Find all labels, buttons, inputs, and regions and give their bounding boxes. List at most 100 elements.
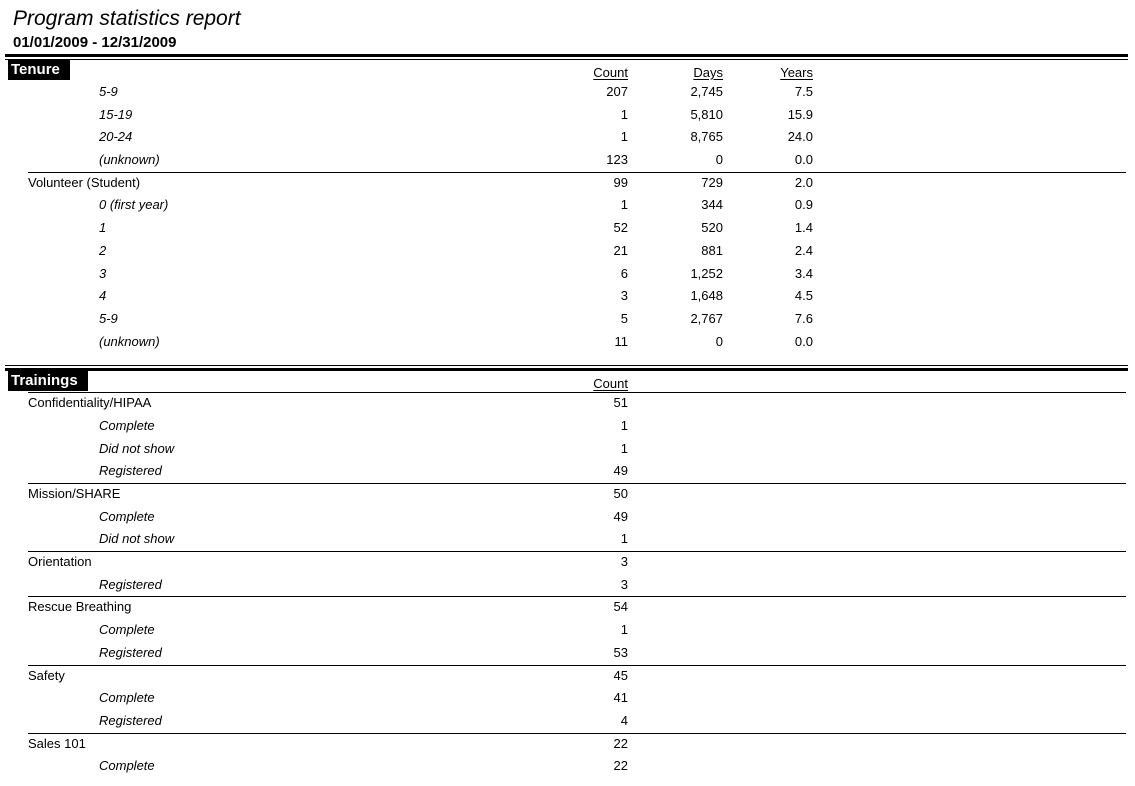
row-label: 5-9 bbox=[99, 310, 118, 326]
row-label: Did not show bbox=[99, 440, 175, 456]
row-value: 52 bbox=[613, 220, 628, 236]
row-value: 0.0 bbox=[794, 333, 813, 349]
row-value: 3.4 bbox=[794, 265, 813, 281]
section-body: Confidentiality/HIPAA 51 Complete 1 Did not … bbox=[0, 392, 1135, 778]
table-row: Complete 49 bbox=[0, 506, 1135, 529]
row-label: Registered bbox=[99, 644, 162, 660]
table-row: Registered 53 bbox=[0, 642, 1135, 665]
row-value: 99 bbox=[613, 174, 628, 190]
table-row: Registered 4 bbox=[0, 710, 1135, 733]
row-value: 1 bbox=[620, 106, 628, 122]
table-row: Safety 45 bbox=[0, 664, 1135, 688]
section-top-rule bbox=[5, 54, 1128, 60]
column-header: Years bbox=[780, 65, 813, 80]
row-value: 54 bbox=[613, 599, 628, 615]
row-value: 21 bbox=[613, 242, 628, 258]
row-value: 1 bbox=[620, 417, 628, 433]
row-value: 1,648 bbox=[690, 288, 723, 304]
column-header: Days bbox=[693, 65, 723, 80]
table-row: Complete 1 bbox=[0, 415, 1135, 438]
row-label: Confidentiality/HIPAA bbox=[28, 395, 152, 411]
row-value: 22 bbox=[613, 758, 628, 774]
section-top-rule bbox=[5, 365, 1128, 372]
row-label: 4 bbox=[99, 288, 107, 304]
table-row: Complete 22 bbox=[0, 755, 1135, 778]
row-label: Complete bbox=[99, 758, 155, 774]
row-label: 0 (first year) bbox=[99, 197, 169, 213]
report-date-range: 01/01/2009 - 12/31/2009 bbox=[13, 34, 177, 51]
row-value: 4 bbox=[620, 712, 628, 728]
row-value: 11 bbox=[614, 333, 629, 349]
row-label: Registered bbox=[99, 576, 162, 592]
table-row: Did not show 1 bbox=[0, 438, 1135, 461]
row-label: Complete bbox=[99, 417, 155, 433]
row-value: 53 bbox=[613, 644, 628, 660]
section-header: Tenure Count Days Years bbox=[0, 60, 1135, 81]
report-sections: Tenure Count Days Years 5-9 207 2,745 7.5 15-19 1… bbox=[0, 54, 1135, 778]
row-value: 1 bbox=[620, 197, 628, 213]
row-value: 0.9 bbox=[794, 197, 813, 213]
row-value: 3 bbox=[620, 288, 628, 304]
row-label: 1 bbox=[99, 220, 107, 236]
section-label: Tenure bbox=[8, 60, 70, 80]
table-row: Orientation 3 bbox=[0, 551, 1135, 574]
table-row: 20-24 1 8,765 24.0 bbox=[0, 126, 1135, 149]
table-row: Mission/SHARE 50 bbox=[0, 483, 1135, 506]
row-value: 0.0 bbox=[794, 152, 813, 168]
table-row: 15-19 1 5,810 15.9 bbox=[0, 104, 1135, 127]
section-body: 5-9 207 2,745 7.5 15-19 1 5,810 15.9 20-24 1 8,765… bbox=[0, 81, 1135, 353]
row-value: 49 bbox=[613, 463, 628, 479]
row-value: 0 bbox=[715, 333, 723, 349]
row-label: 5-9 bbox=[99, 84, 118, 99]
row-value: 0 bbox=[715, 152, 723, 168]
row-label: Rescue Breathing bbox=[28, 599, 132, 615]
row-value: 7.6 bbox=[794, 310, 813, 326]
table-row: (unknown) 11 0 0.0 bbox=[0, 331, 1135, 354]
table-row: Registered 49 bbox=[0, 460, 1135, 483]
row-value: 7.5 bbox=[794, 84, 813, 99]
row-value: 520 bbox=[701, 220, 723, 236]
row-value: 41 bbox=[613, 690, 628, 706]
table-row: 0 (first year) 1 344 0.9 bbox=[0, 194, 1135, 217]
row-value: 15.9 bbox=[787, 106, 813, 122]
row-label: Complete bbox=[99, 690, 155, 706]
row-label: (unknown) bbox=[99, 333, 160, 349]
table-row: Complete 41 bbox=[0, 687, 1135, 710]
table-row: 2 21 881 2.4 bbox=[0, 240, 1135, 263]
table-row: Complete 1 bbox=[0, 619, 1135, 642]
table-row: Rescue Breathing 54 bbox=[0, 596, 1135, 619]
row-value: 45 bbox=[613, 667, 628, 683]
table-row: 5-9 207 2,745 7.5 bbox=[0, 81, 1135, 104]
table-row: 3 6 1,252 3.4 bbox=[0, 263, 1135, 286]
row-label: 3 bbox=[99, 265, 107, 281]
row-value: 51 bbox=[613, 395, 628, 411]
row-value: 1 bbox=[620, 440, 628, 456]
row-value: 881 bbox=[701, 242, 723, 258]
row-value: 50 bbox=[613, 486, 628, 501]
row-label: (unknown) bbox=[99, 152, 160, 168]
row-value: 123 bbox=[606, 152, 628, 168]
report-title: Program statistics report bbox=[13, 7, 241, 30]
table-row: 4 3 1,648 4.5 bbox=[0, 285, 1135, 308]
row-value: 1.4 bbox=[794, 220, 813, 236]
row-value: 2,767 bbox=[690, 310, 723, 326]
row-label: Registered bbox=[99, 712, 162, 728]
table-row: Registered 3 bbox=[0, 574, 1135, 597]
table-row: Did not show 1 bbox=[0, 528, 1135, 551]
table-row: 1 52 520 1.4 bbox=[0, 217, 1135, 240]
table-row: (unknown) 123 0 0.0 bbox=[0, 149, 1135, 172]
row-value: 1 bbox=[620, 622, 628, 638]
row-value: 3 bbox=[620, 554, 628, 570]
row-value: 24.0 bbox=[787, 129, 813, 145]
row-value: 1 bbox=[620, 129, 628, 145]
row-value: 344 bbox=[701, 197, 723, 213]
row-value: 2.0 bbox=[794, 174, 813, 190]
row-label: 15-19 bbox=[99, 106, 133, 122]
row-value: 2.4 bbox=[794, 242, 813, 258]
row-value: 5 bbox=[620, 310, 628, 326]
row-value: 4.5 bbox=[794, 288, 813, 304]
row-value: 729 bbox=[701, 174, 723, 190]
row-label: Safety bbox=[28, 667, 65, 683]
row-value: 207 bbox=[606, 84, 628, 99]
